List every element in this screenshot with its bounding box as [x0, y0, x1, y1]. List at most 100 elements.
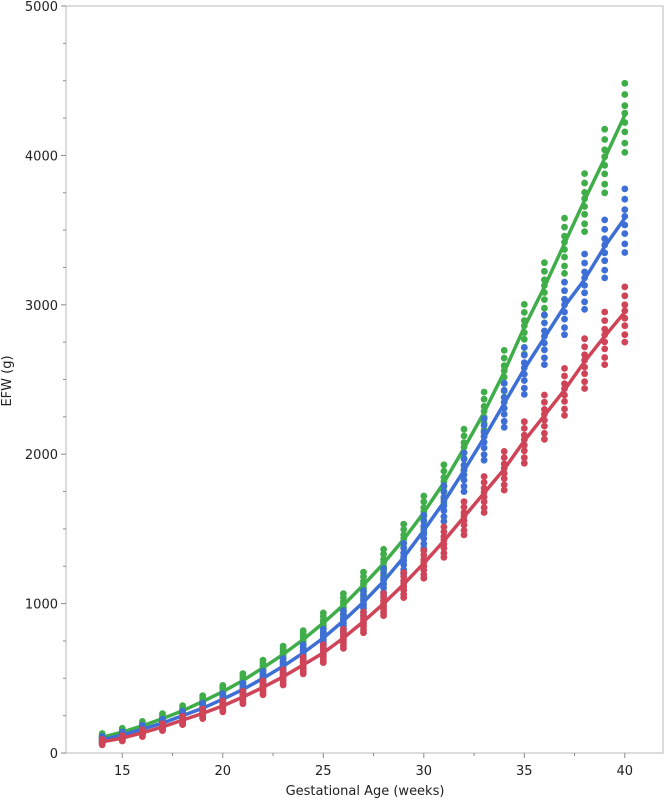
data-point-series-2 — [420, 535, 428, 542]
data-point-series-2 — [460, 449, 468, 457]
data-point-series-3 — [460, 521, 468, 529]
data-point-series-1 — [541, 289, 548, 296]
data-point-series-2 — [581, 274, 588, 282]
data-point-series-3 — [420, 547, 428, 554]
data-point-series-1 — [541, 267, 548, 275]
plot-axes — [61, 5, 664, 758]
data-point-series-1 — [440, 467, 448, 475]
data-point-series-1 — [480, 407, 488, 415]
data-point-series-1 — [541, 259, 548, 267]
data-point-series-1 — [520, 335, 528, 343]
data-point-series-3 — [440, 528, 448, 536]
data-point-series-3 — [621, 307, 629, 315]
data-point-series-2 — [440, 502, 448, 510]
data-point-series-3 — [400, 580, 408, 587]
data-point-series-3 — [601, 354, 609, 361]
data-point-series-2 — [561, 301, 568, 309]
data-point-series-1 — [541, 296, 548, 303]
data-point-series-2 — [520, 377, 528, 384]
data-point-series-1 — [299, 627, 307, 634]
data-point-series-3 — [520, 418, 528, 426]
data-point-series-3 — [520, 454, 528, 461]
data-point-series-3 — [159, 727, 166, 734]
data-point-series-2 — [460, 455, 468, 463]
data-point-series-3 — [440, 544, 448, 552]
data-point-series-2 — [520, 370, 528, 378]
data-point-series-2 — [480, 444, 488, 452]
x-tick-label: 15 — [114, 764, 131, 779]
data-point-series-2 — [581, 259, 588, 267]
data-point-series-1 — [520, 322, 528, 330]
data-point-series-3 — [480, 493, 488, 501]
data-point-series-1 — [581, 179, 588, 187]
data-point-series-2 — [500, 417, 508, 425]
data-point-series-3 — [299, 670, 307, 678]
data-point-series-3 — [299, 653, 307, 661]
data-point-series-2 — [460, 476, 468, 484]
data-point-series-2 — [561, 287, 568, 295]
data-point-series-3 — [319, 659, 327, 666]
data-point-series-3 — [561, 385, 568, 393]
data-point-series-1 — [581, 195, 588, 203]
data-point-series-3 — [380, 590, 387, 597]
data-point-series-2 — [621, 206, 629, 214]
data-point-series-2 — [500, 394, 508, 401]
data-point-series-2 — [601, 257, 609, 265]
data-point-series-3 — [219, 708, 227, 716]
data-point-series-2 — [561, 315, 568, 323]
data-point-series-1 — [601, 189, 609, 197]
y-tick-label: 4000 — [25, 149, 58, 164]
data-point-series-1 — [561, 238, 568, 246]
data-point-series-3 — [179, 721, 187, 728]
data-point-series-3 — [239, 687, 247, 695]
fit-line-2 — [100, 216, 627, 742]
data-point-series-2 — [520, 384, 528, 392]
data-point-series-3 — [621, 331, 629, 339]
data-point-series-2 — [541, 354, 548, 362]
data-point-series-3 — [541, 410, 548, 418]
data-point-series-3 — [541, 435, 548, 443]
data-point-series-2 — [601, 235, 609, 243]
data-point-series-1 — [621, 119, 629, 126]
data-points — [98, 79, 629, 749]
data-point-series-1 — [581, 228, 588, 236]
data-point-series-3 — [621, 301, 629, 309]
data-point-series-3 — [460, 531, 468, 539]
data-point-series-2 — [480, 456, 488, 464]
data-point-series-1 — [621, 79, 629, 87]
data-point-series-2 — [561, 308, 568, 316]
data-point-series-2 — [440, 487, 448, 495]
data-point-series-1 — [621, 149, 629, 156]
data-point-series-1 — [541, 304, 548, 312]
data-point-series-1 — [621, 109, 629, 117]
data-point-series-1 — [400, 535, 408, 542]
data-point-series-2 — [601, 266, 609, 274]
data-point-series-1 — [601, 161, 609, 169]
data-point-series-3 — [500, 486, 508, 494]
data-point-series-3 — [420, 574, 428, 582]
data-point-series-3 — [621, 314, 629, 322]
data-point-series-2 — [319, 625, 327, 633]
data-point-series-1 — [460, 443, 468, 451]
data-point-series-3 — [219, 702, 227, 709]
data-point-series-1 — [601, 180, 609, 188]
data-point-series-3 — [601, 331, 609, 339]
data-point-series-1 — [601, 146, 609, 154]
data-point-series-3 — [480, 488, 488, 496]
data-point-series-3 — [581, 378, 588, 386]
data-point-series-1 — [340, 590, 347, 598]
data-point-series-2 — [500, 386, 508, 394]
data-point-series-1 — [380, 559, 387, 566]
data-point-series-1 — [299, 635, 307, 643]
data-point-series-1 — [279, 642, 287, 650]
data-point-series-1 — [581, 203, 588, 210]
x-tick-label: 25 — [315, 764, 332, 779]
data-point-series-2 — [561, 278, 568, 286]
data-point-series-2 — [500, 379, 508, 387]
data-point-series-2 — [440, 482, 448, 489]
data-point-series-3 — [581, 370, 588, 378]
data-point-series-2 — [219, 690, 227, 697]
data-point-series-2 — [440, 513, 448, 520]
data-point-series-1 — [199, 692, 207, 700]
